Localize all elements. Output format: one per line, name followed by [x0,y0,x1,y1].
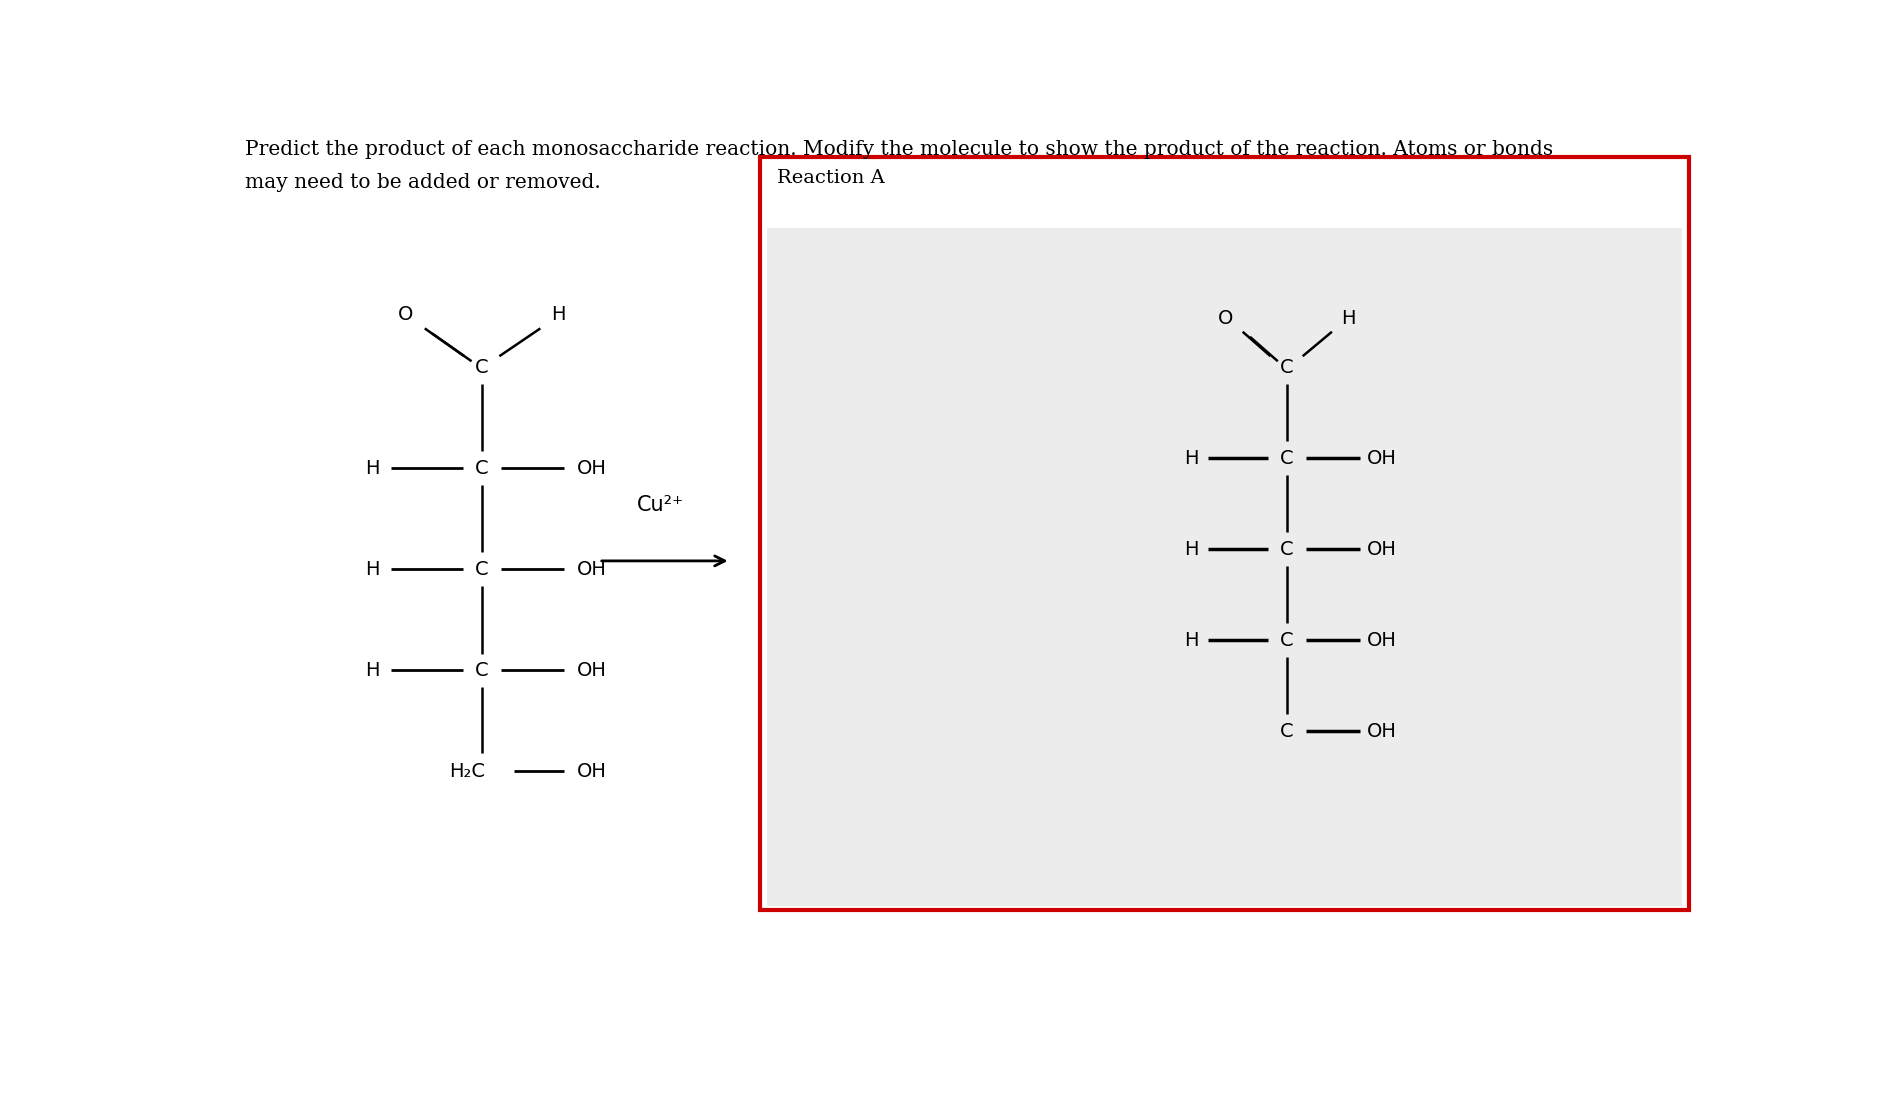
Text: C: C [1280,630,1293,650]
Text: OH: OH [576,560,606,579]
Text: C: C [1280,449,1293,467]
Text: Reaction A: Reaction A [778,170,885,187]
Text: H₂C: H₂C [449,763,485,781]
Text: H: H [1184,449,1199,467]
Text: H: H [364,458,379,478]
Text: H: H [1184,539,1199,559]
Text: H: H [364,560,379,579]
Text: C: C [476,661,489,679]
Text: OH: OH [576,763,606,781]
Text: C: C [476,560,489,579]
Text: C: C [1280,539,1293,559]
Text: O: O [398,305,413,325]
Text: C: C [476,358,489,376]
FancyBboxPatch shape [767,229,1682,906]
Text: O: O [1218,309,1233,328]
Text: C: C [1280,722,1293,741]
Text: OH: OH [1367,630,1397,650]
Text: H: H [551,305,565,325]
Text: OH: OH [1367,539,1397,559]
Text: OH: OH [1367,722,1397,741]
Text: OH: OH [1367,449,1397,467]
Text: H: H [364,661,379,679]
FancyBboxPatch shape [759,156,1690,910]
Text: may need to be added or removed.: may need to be added or removed. [245,173,600,193]
Text: C: C [476,458,489,478]
Text: Predict the product of each monosaccharide reaction. Modify the molecule to show: Predict the product of each monosacchari… [245,140,1554,159]
Text: H: H [1340,309,1356,328]
Text: OH: OH [576,458,606,478]
Text: OH: OH [576,661,606,679]
Text: C: C [1280,358,1293,376]
Text: Cu²⁺: Cu²⁺ [636,494,683,514]
Text: H: H [1184,630,1199,650]
